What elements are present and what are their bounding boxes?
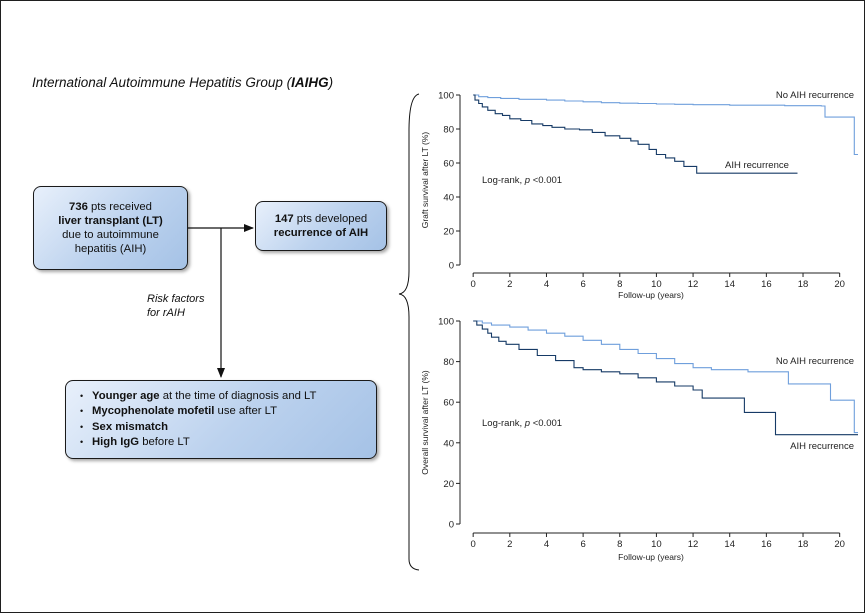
- x-tick-label: 12: [688, 539, 699, 550]
- series-label: No AIH recurrence: [776, 90, 854, 101]
- risk-factor-item: High IgG before LT: [80, 435, 316, 451]
- x-tick-label: 8: [617, 539, 622, 550]
- x-tick-label: 2: [507, 539, 512, 550]
- x-axis-label: Follow-up (years): [618, 552, 684, 562]
- risk-factors-label: Risk factors for rAIH: [147, 293, 205, 319]
- y-tick-label: 0: [449, 261, 454, 272]
- x-tick-label: 18: [798, 539, 809, 550]
- y-tick-label: 80: [443, 125, 454, 136]
- x-tick-label: 6: [580, 539, 585, 550]
- series-label: AIH recurrence: [790, 441, 854, 452]
- series-label: AIH recurrence: [725, 160, 789, 171]
- log-rank-annotation: Log-rank, p <0.001: [482, 418, 562, 429]
- x-tick-label: 2: [507, 279, 512, 290]
- y-tick-label: 60: [443, 398, 454, 409]
- x-tick-label: 10: [651, 539, 662, 550]
- log-rank-annotation: Log-rank, p <0.001: [482, 175, 562, 186]
- x-tick-label: 6: [580, 279, 585, 290]
- x-axis-label: Follow-up (years): [618, 290, 684, 300]
- x-tick-label: 4: [544, 539, 549, 550]
- y-tick-label: 40: [443, 193, 454, 204]
- x-tick-label: 12: [688, 279, 699, 290]
- y-axis-label: Graft survival after LT (%): [420, 132, 430, 229]
- x-tick-label: 14: [724, 539, 735, 550]
- x-tick-label: 16: [761, 539, 772, 550]
- x-tick-label: 18: [798, 279, 809, 290]
- y-tick-label: 40: [443, 438, 454, 449]
- risk-factor-item: Sex mismatch: [80, 420, 316, 436]
- risk-factor-item: Mycophenolate mofetil use after LT: [80, 404, 316, 420]
- curly-brace: [398, 93, 420, 571]
- y-tick-label: 20: [443, 227, 454, 238]
- x-tick-label: 16: [761, 279, 772, 290]
- x-tick-label: 8: [617, 279, 622, 290]
- series-label: No AIH recurrence: [776, 356, 854, 367]
- series-recurrence: [473, 320, 858, 436]
- recurrence-box: 147 pts developed recurrence of AIH: [255, 201, 387, 251]
- y-tick-label: 100: [438, 91, 454, 102]
- y-tick-label: 80: [443, 357, 454, 368]
- x-tick-label: 0: [471, 279, 476, 290]
- x-tick-label: 0: [471, 539, 476, 550]
- series-recurrence: [473, 94, 798, 174]
- x-tick-label: 20: [834, 539, 845, 550]
- y-tick-label: 60: [443, 159, 454, 170]
- risk-factors-box: Younger age at the time of diagnosis and…: [65, 380, 377, 459]
- series-no-recurrence: [473, 94, 858, 156]
- transplant-box: 736 pts received liver transplant (LT) d…: [33, 186, 188, 270]
- series-no-recurrence: [473, 320, 858, 434]
- x-tick-label: 4: [544, 279, 549, 290]
- y-tick-label: 0: [449, 520, 454, 531]
- group-title: International Autoimmune Hepatitis Group…: [32, 75, 334, 90]
- y-axis-label: Overall survival after LT (%): [420, 370, 430, 475]
- y-tick-label: 20: [443, 479, 454, 490]
- y-tick-label: 100: [438, 317, 454, 328]
- x-tick-label: 14: [724, 279, 735, 290]
- x-tick-label: 20: [834, 279, 845, 290]
- risk-factor-item: Younger age at the time of diagnosis and…: [80, 389, 316, 405]
- x-tick-label: 10: [651, 279, 662, 290]
